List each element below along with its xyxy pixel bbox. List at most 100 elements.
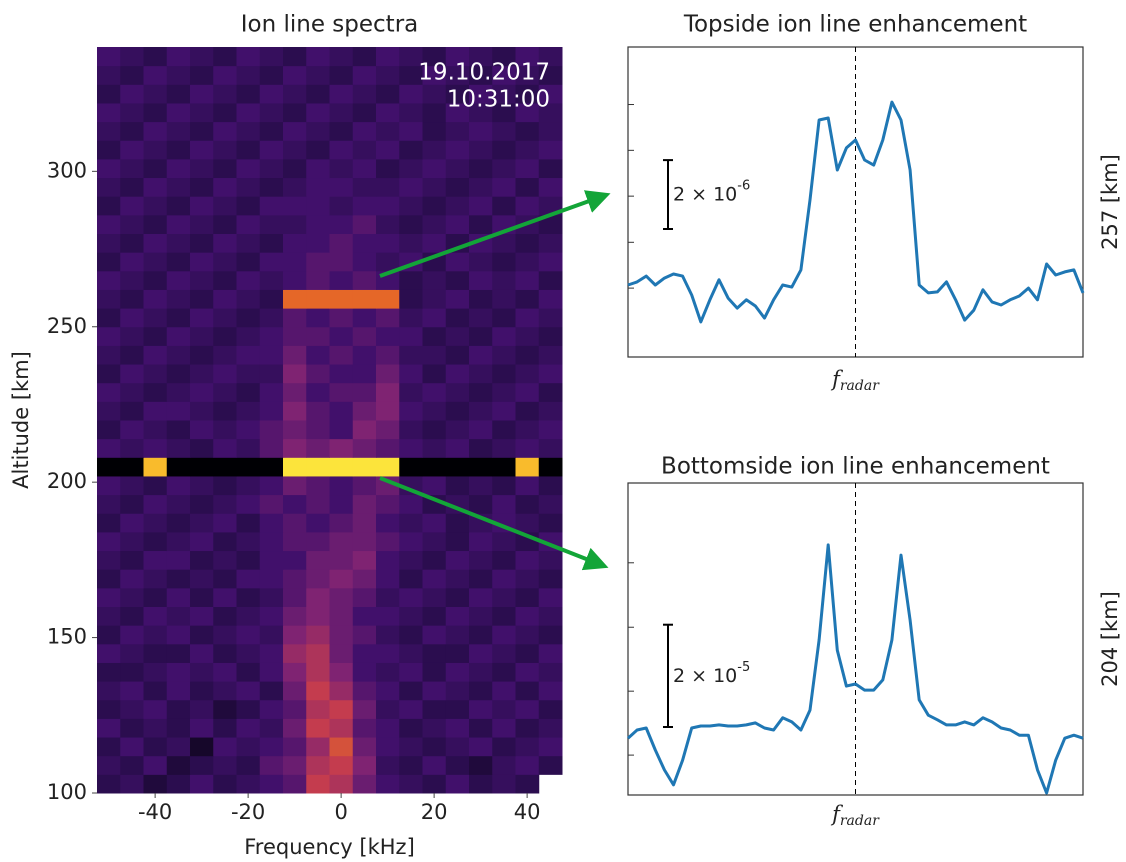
heat-cell — [167, 66, 191, 85]
heat-cell — [376, 47, 400, 66]
heat-cell — [213, 178, 237, 197]
heat-cell — [399, 439, 423, 458]
heat-cell — [144, 644, 168, 663]
heat-cell — [260, 122, 284, 141]
heat-cell — [283, 476, 307, 495]
heat-cell — [190, 513, 214, 532]
heat-cell — [167, 644, 191, 663]
heat-cell — [237, 774, 261, 793]
heat-cell — [213, 588, 237, 607]
heat-cell — [213, 234, 237, 253]
heat-cell — [516, 756, 540, 775]
heat-cell — [492, 271, 516, 290]
heat-cell — [190, 662, 214, 681]
heat-cell — [469, 457, 493, 476]
heat-cell — [120, 495, 144, 514]
heat-cell — [213, 569, 237, 588]
heat-cell — [120, 607, 144, 626]
heat-cell — [190, 439, 214, 458]
heat-cell — [539, 439, 563, 458]
heat-cell — [423, 289, 447, 308]
heat-cell — [97, 569, 121, 588]
heat-cell — [260, 495, 284, 514]
heat-cell — [446, 644, 470, 663]
heat-cell — [144, 364, 168, 383]
heat-cell — [399, 122, 423, 141]
heat-cell — [237, 532, 261, 551]
heat-cell — [213, 495, 237, 514]
heat-cell — [376, 700, 400, 719]
heat-cell — [260, 532, 284, 551]
heat-cell — [260, 476, 284, 495]
heat-cell — [492, 681, 516, 700]
heat-cell — [190, 401, 214, 420]
heat-cell — [330, 364, 354, 383]
heat-cell — [423, 345, 447, 364]
heat-cell — [260, 774, 284, 793]
heat-cell — [376, 718, 400, 737]
heat-cell — [446, 140, 470, 159]
heat-cell — [144, 681, 168, 700]
heat-cell — [376, 84, 400, 103]
heat-cell — [469, 551, 493, 570]
heat-cell — [190, 532, 214, 551]
heat-cell — [167, 364, 191, 383]
heat-cell — [237, 569, 261, 588]
heat-cell — [399, 383, 423, 402]
heat-cell — [399, 140, 423, 159]
y-axis-label: Altitude [km] — [9, 351, 33, 489]
heat-cell — [97, 47, 121, 66]
heat-cell — [167, 234, 191, 253]
heat-cell — [260, 513, 284, 532]
heat-cell — [237, 718, 261, 737]
heat-cell — [260, 718, 284, 737]
heat-cell — [399, 103, 423, 122]
heat-cell — [190, 364, 214, 383]
heat-cell — [237, 271, 261, 290]
heat-cell — [190, 271, 214, 290]
heat-cell — [353, 215, 377, 234]
heat-cell — [283, 271, 307, 290]
heat-cell — [330, 495, 354, 514]
heat-cell — [237, 140, 261, 159]
heat-cell — [516, 252, 540, 271]
heat-cell — [516, 289, 540, 308]
heat-cell — [120, 103, 144, 122]
heat-cell — [167, 569, 191, 588]
heat-cell — [283, 457, 307, 476]
heat-cell — [167, 495, 191, 514]
heat-cell — [399, 551, 423, 570]
heat-cell — [120, 420, 144, 439]
heat-cell — [260, 662, 284, 681]
heat-cell — [306, 234, 330, 253]
heat-cell — [237, 681, 261, 700]
heat-cell — [469, 756, 493, 775]
heat-cell — [330, 47, 354, 66]
heat-cell — [539, 140, 563, 159]
heat-cell — [167, 383, 191, 402]
heat-cell — [399, 607, 423, 626]
heat-cell — [539, 551, 563, 570]
heat-cell — [423, 122, 447, 141]
heat-cell — [376, 103, 400, 122]
heat-cell — [167, 700, 191, 719]
heat-cell — [283, 178, 307, 197]
heat-cell — [469, 345, 493, 364]
heat-cell — [167, 774, 191, 793]
reference-label-sub: radar — [840, 378, 880, 394]
heat-cell — [213, 364, 237, 383]
heat-cell — [120, 569, 144, 588]
heat-cell — [516, 774, 540, 793]
heat-cell — [120, 662, 144, 681]
heat-cell — [469, 495, 493, 514]
heat-cell — [446, 252, 470, 271]
heat-cell — [446, 700, 470, 719]
heat-cell — [516, 625, 540, 644]
heat-cell — [516, 159, 540, 178]
heat-cell — [399, 774, 423, 793]
heat-cell — [144, 252, 168, 271]
heat-cell — [446, 289, 470, 308]
heat-cell — [190, 737, 214, 756]
heat-cell — [376, 607, 400, 626]
heat-cell — [469, 476, 493, 495]
